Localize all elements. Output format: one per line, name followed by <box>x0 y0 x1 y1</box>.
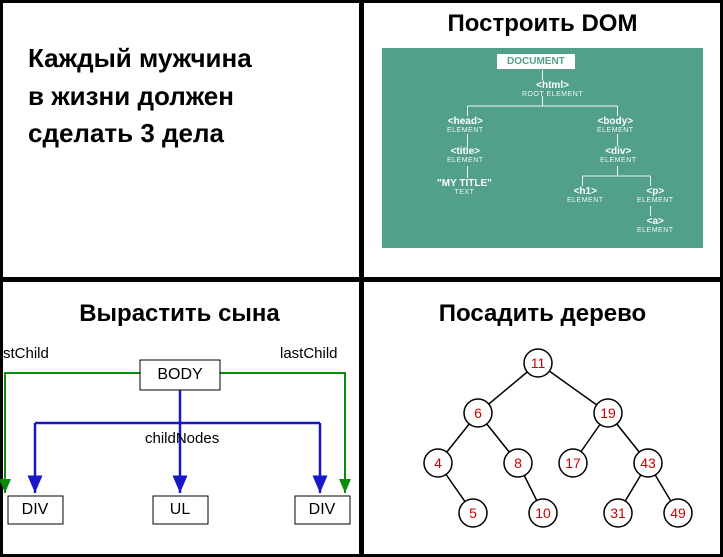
meme-grid: Каждый мужчина в жизни должен сделать 3 … <box>0 0 723 557</box>
cell-bottom-right: Посадить дерево 11 6 19 4 8 17 43 5 10 31 49 <box>364 282 721 557</box>
cell-top-right: Построить DOM <box>364 0 721 277</box>
cell-bottom-left: Вырастить сына BODY <box>0 282 359 557</box>
tree-node-value: 19 <box>600 405 616 421</box>
dom-node-a: <a> ELEMENT <box>637 216 674 235</box>
dom-tree-diagram: DOCUMENT <html> ROOT ELEMENT <head> ELEM… <box>382 48 703 248</box>
child-nodes-diagram: BODY DIV UL DIV stChild lastChild childN… <box>0 328 359 538</box>
box-div2-label: DIV <box>309 501 336 518</box>
title-plant-tree: Посадить дерево <box>364 300 721 328</box>
dom-node-title: <title> ELEMENT <box>447 146 484 165</box>
label-childnodes: childNodes <box>145 430 219 447</box>
tree-node-value: 17 <box>565 455 581 471</box>
dom-node-head: <head> ELEMENT <box>447 116 484 135</box>
tree-node-value: 43 <box>640 455 656 471</box>
cell-top-left: Каждый мужчина в жизни должен сделать 3 … <box>0 0 359 277</box>
binary-tree-diagram: 11 6 19 4 8 17 43 5 10 31 49 <box>378 333 708 543</box>
dom-node-div: <div> ELEMENT <box>600 146 637 165</box>
title-build-dom: Построить DOM <box>364 10 721 38</box>
label-firstchild: stChild <box>3 345 49 362</box>
tree-node-value: 4 <box>434 455 442 471</box>
dom-node-html: <html> ROOT ELEMENT <box>522 80 583 99</box>
dom-node-h1: <h1> ELEMENT <box>567 186 604 205</box>
title-raise-son: Вырастить сына <box>0 300 359 328</box>
box-ul-label: UL <box>170 501 191 518</box>
dom-doc-label: DOCUMENT <box>507 56 565 67</box>
label-lastchild: lastChild <box>280 345 338 362</box>
intro-text: Каждый мужчина в жизни должен сделать 3 … <box>0 0 359 153</box>
box-body-label: BODY <box>157 366 203 383</box>
dom-node-p: <p> ELEMENT <box>637 186 674 205</box>
tree-node-value: 10 <box>535 505 551 521</box>
tree-node-value: 11 <box>530 355 545 371</box>
tree-node-value: 6 <box>474 405 482 421</box>
tree-node-value: 31 <box>610 505 626 521</box>
dom-node-text: "MY TITLE" TEXT <box>437 178 492 197</box>
tree-node-value: 5 <box>469 505 477 521</box>
tree-node-value: 8 <box>514 455 522 471</box>
dom-node-document: DOCUMENT <box>497 54 575 69</box>
tree-node-value: 49 <box>670 505 686 521</box>
dom-node-body: <body> ELEMENT <box>597 116 634 135</box>
box-div1-label: DIV <box>22 501 49 518</box>
